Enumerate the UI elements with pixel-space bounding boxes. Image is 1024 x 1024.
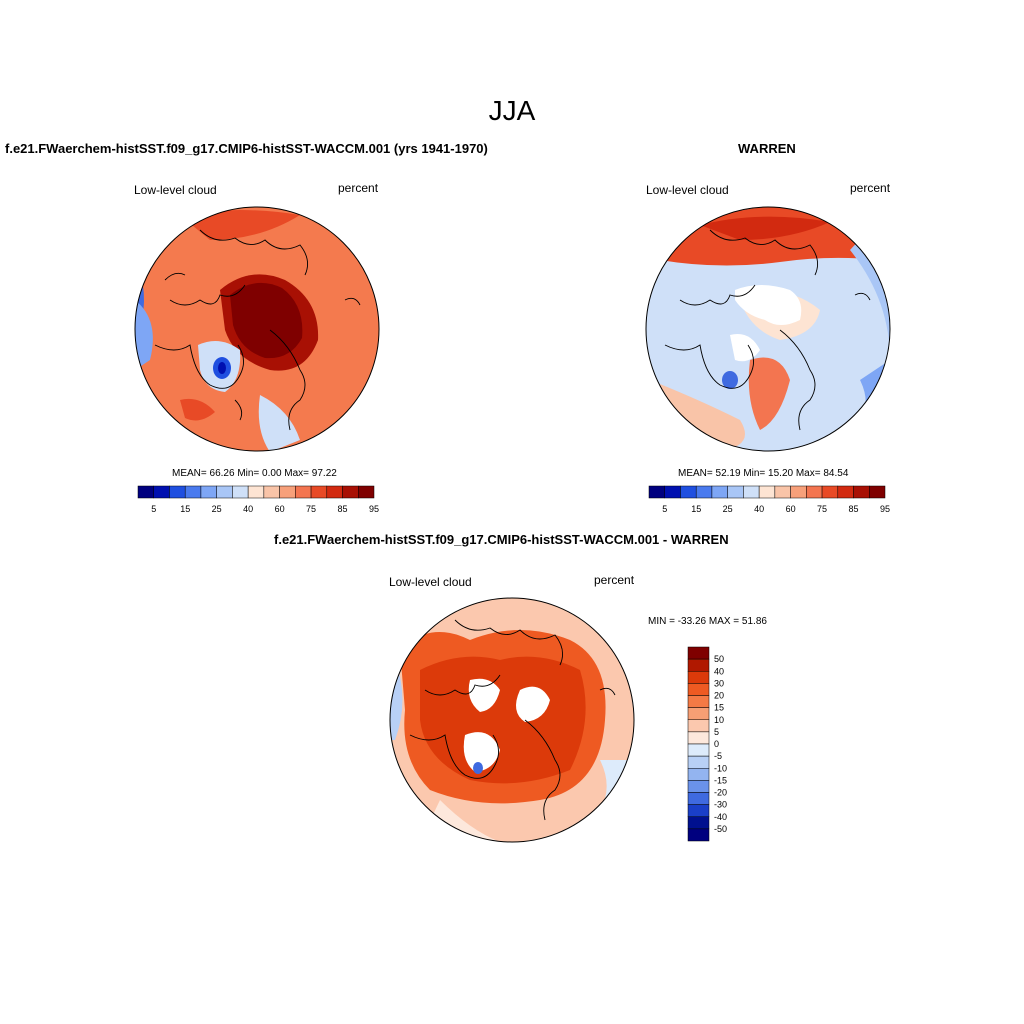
colorbar-swatch [648,485,665,499]
colorbar-swatch [687,780,710,793]
colorbar-tick-label: 25 [723,504,733,514]
colorbar-tick-label: 5 [714,727,719,737]
colorbar-swatch [687,731,710,745]
colorbar-tick-label: 40 [754,504,764,514]
panel-diff-units: percent [594,573,635,587]
map-obs [645,206,891,452]
colorbar-tick-label: 20 [714,691,724,701]
colorbar-swatch [687,828,710,842]
colorbar-tick-label: 30 [714,678,724,688]
colorbar-swatch [263,485,280,499]
panel-model-stats: MEAN= 66.26 Min= 0.00 Max= 97.22 [172,468,337,479]
colorbar-obs: 5 15 25 40 60 75 85 95 [648,485,890,514]
colorbar-swatch [687,658,710,672]
colorbar-swatch [687,804,710,817]
colorbar-tick-label: 60 [275,504,285,514]
colorbar-swatch [687,768,710,781]
colorbar-tick-label: 75 [817,504,827,514]
colorbar-model: 5 15 25 40 60 75 85 95 [137,485,379,514]
colorbar-tick-label: 40 [243,504,253,514]
colorbar-swatch [821,485,839,499]
panel-model-variable: Low-level cloud [134,183,217,197]
panel-model-title: f.e21.FWaerchem-histSST.f09_g17.CMIP6-hi… [5,141,488,156]
colorbar-tick-label: 0 [714,739,719,749]
colorbar-tick-label: -30 [714,800,727,810]
colorbar-swatch [727,485,744,499]
map-model [134,206,380,452]
colorbar-swatch [687,671,710,684]
colorbar-swatch [687,816,710,830]
colorbar-swatch [358,485,375,499]
panel-model-units: percent [338,181,379,195]
colorbar-swatch [743,485,760,499]
colorbar-swatch [310,485,328,499]
colorbar-tick-label: 15 [691,504,701,514]
colorbar-swatch [247,485,265,499]
colorbar-swatch [790,485,807,499]
colorbar-tick-label: -40 [714,812,727,822]
colorbar-swatch [216,485,233,499]
colorbar-swatch [687,755,710,769]
colorbar-swatch [326,485,343,499]
colorbar-swatch [837,485,854,499]
panel-diff-stats: MIN = -33.26 MAX = 51.86 [648,616,767,627]
colorbar-swatch [664,485,681,499]
colorbar-swatch [137,485,154,499]
panel-diff-title: f.e21.FWaerchem-histSST.f09_g17.CMIP6-hi… [274,532,729,547]
colorbar-swatch [295,485,312,499]
colorbar-tick-label: -15 [714,775,727,785]
colorbar-tick-label: 60 [786,504,796,514]
map-diff [389,597,635,843]
colorbar-swatch [869,485,886,499]
panel-obs-stats: MEAN= 52.19 Min= 15.20 Max= 84.54 [678,468,849,479]
colorbar-swatch [200,485,217,499]
colorbar-tick-label: -10 [714,763,727,773]
panel-obs-variable: Low-level cloud [646,183,729,197]
figure-title: JJA [488,95,536,126]
colorbar-swatch [758,485,776,499]
colorbar-swatch [153,485,170,499]
colorbar-tick-label: 5 [151,504,156,514]
colorbar-swatch [184,485,202,499]
colorbar-tick-label: -50 [714,824,727,834]
colorbar-swatch [687,695,710,708]
colorbar-swatch [687,743,710,757]
colorbar-swatch [711,485,728,499]
colorbar-swatch [687,646,710,660]
colorbar-tick-label: 75 [306,504,316,514]
colorbar-tick-label: -5 [714,751,722,761]
colorbar-swatch [687,792,710,805]
colorbar-swatch [232,485,249,499]
colorbar-swatch [687,719,710,733]
panel-diff-variable: Low-level cloud [389,575,472,589]
colorbar-swatch [279,485,296,499]
panel-obs-units: percent [850,181,891,195]
colorbar-tick-label: 85 [849,504,859,514]
colorbar-swatch [806,485,823,499]
colorbar-tick-label: 15 [714,703,724,713]
colorbar-swatch [853,485,870,499]
colorbar-tick-label: 40 [714,666,724,676]
colorbar-tick-label: 95 [880,504,890,514]
colorbar-tick-label: 50 [714,654,724,664]
colorbar-tick-label: -20 [714,788,727,798]
colorbar-tick-label: 85 [338,504,348,514]
panel-obs-title: WARREN [738,141,796,156]
colorbar-swatch [774,485,791,499]
colorbar-tick-label: 25 [212,504,222,514]
colorbar-tick-label: 15 [180,504,190,514]
colorbar-swatch [169,485,186,499]
colorbar-tick-label: 10 [714,715,724,725]
colorbar-tick-label: 95 [369,504,379,514]
colorbar-swatch [342,485,359,499]
colorbar-swatch [695,485,713,499]
colorbar-tick-label: 5 [662,504,667,514]
colorbar-swatch [687,683,710,696]
colorbar-swatch [680,485,697,499]
colorbar-swatch [687,707,710,720]
